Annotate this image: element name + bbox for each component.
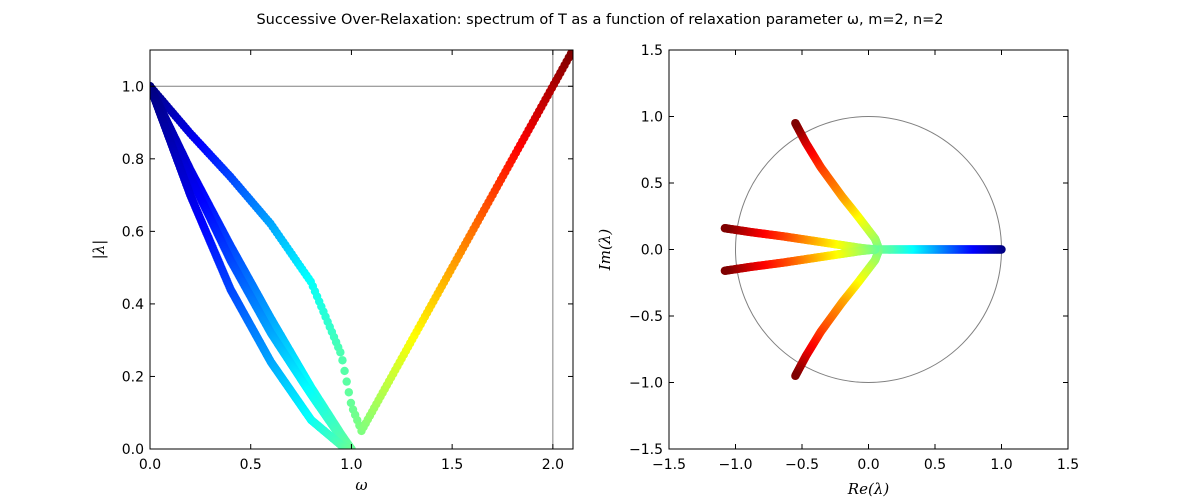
y-tick-label: 1.0 — [122, 79, 144, 95]
data-point — [342, 377, 351, 386]
y-tick-label: 0.0 — [122, 442, 144, 458]
x-tick-label: −1.5 — [652, 457, 686, 473]
data-point — [338, 356, 347, 365]
data-point — [720, 224, 730, 233]
y-tick-label: −0.5 — [629, 309, 663, 325]
x-tick-label: 1.0 — [340, 457, 362, 473]
right-x-axis-label: Re(λ) — [847, 480, 890, 498]
data-point — [340, 366, 349, 376]
y-tick-label: −1.5 — [629, 442, 663, 458]
y-tick-label: −1.0 — [629, 376, 663, 392]
series-lower-curve — [791, 245, 884, 381]
figure-title: Successive Over-Relaxation: spectrum of … — [256, 12, 943, 28]
y-tick-label: 0.0 — [641, 243, 663, 259]
data-point — [791, 371, 800, 381]
left-plot-ticks: 0.0 0.5 1.0 1.5 2.0 0.0 0.2 0.4 0.6 0.8 1.0 — [122, 50, 573, 473]
data-point — [568, 50, 573, 55]
series-real-axis — [874, 245, 1006, 254]
x-tick-label: 0.0 — [139, 457, 161, 473]
series-upper-curve — [791, 118, 884, 254]
left-plot-magnitude: 0.0 0.5 1.0 1.5 2.0 0.0 0.2 0.4 0.6 0.8 1.0 ω |λ| — [90, 49, 574, 494]
x-tick-label: 1.0 — [990, 457, 1012, 473]
series-branch-middle-2 — [150, 82, 356, 449]
left-y-axis-label: |λ| — [90, 240, 108, 260]
x-tick-label: −1.0 — [719, 457, 753, 473]
y-tick-label: 0.5 — [641, 176, 663, 192]
data-point — [344, 388, 354, 397]
y-tick-label: 1.5 — [641, 43, 663, 59]
x-tick-label: 1.5 — [1057, 457, 1079, 473]
y-tick-label: 0.8 — [122, 152, 144, 168]
left-plot-marks — [150, 50, 573, 449]
series-branch-lower — [150, 82, 356, 449]
data-point — [336, 348, 345, 357]
right-plot-marks — [720, 116, 1006, 383]
left-plot-frame — [149, 49, 574, 450]
y-tick-label: 1.0 — [641, 110, 663, 126]
left-x-axis-label: ω — [355, 476, 367, 494]
x-tick-label: 0.0 — [857, 457, 879, 473]
data-point — [346, 398, 356, 408]
x-tick-label: 2.0 — [542, 457, 564, 473]
data-point — [720, 266, 730, 275]
right-plot-complex-plane: −1.5 −1.0 −0.5 0.0 0.5 1.0 1.5 −1.5 −1.0 −0.5 0.0 0… — [596, 43, 1079, 498]
right-plot-ticks: −1.5 −1.0 −0.5 0.0 0.5 1.0 1.5 −1.5 −1.0 −0.5 0.0 0… — [629, 43, 1079, 473]
y-tick-label: 0.4 — [122, 297, 144, 313]
y-tick-label: 0.6 — [122, 224, 144, 240]
y-tick-label: 0.2 — [122, 369, 144, 385]
x-tick-label: 0.5 — [240, 457, 262, 473]
x-tick-label: 0.5 — [924, 457, 946, 473]
right-y-axis-label: Im(λ) — [596, 229, 614, 272]
x-tick-label: 1.5 — [441, 457, 463, 473]
x-tick-label: −0.5 — [785, 457, 819, 473]
data-point — [791, 118, 800, 128]
series-lower-spoke — [720, 245, 880, 275]
